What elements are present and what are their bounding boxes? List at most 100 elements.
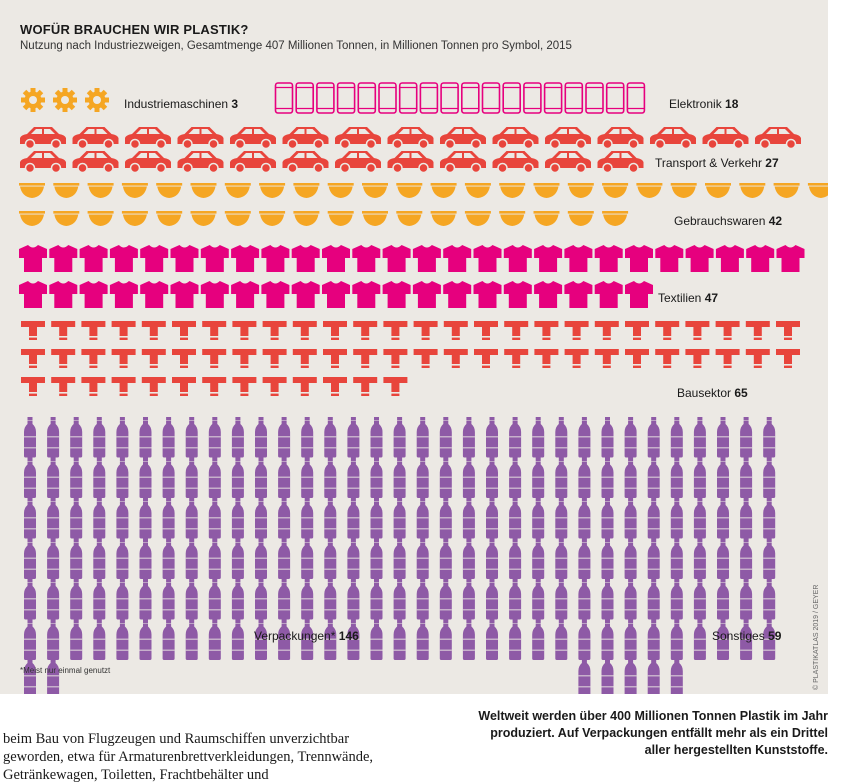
pictograph-chart: Industriemaschinen 3 Elektronik 18 Transpo… — [19, 82, 828, 694]
bottle-icon-sonstiges-42 — [717, 579, 729, 620]
pipe-icon-8 — [260, 320, 289, 340]
bottle-icon-sonstiges-20 — [624, 498, 637, 539]
car-icon-16 — [72, 151, 119, 174]
shirt-icon-31 — [170, 281, 199, 308]
shirt-icon-45 — [594, 281, 623, 308]
bowl-icon-10 — [362, 183, 388, 198]
pipe-icon-3 — [109, 320, 138, 340]
bottle-icon-36 — [301, 457, 314, 498]
bottle-icon-103 — [185, 579, 198, 620]
shirt-icon-26 — [19, 281, 47, 308]
bottle-icon-16 — [393, 417, 406, 458]
bowl-icon-29 — [190, 211, 217, 226]
bowl-icon-35 — [396, 211, 423, 226]
bowl-icon-18 — [636, 183, 663, 198]
bottle-icon-94 — [532, 538, 545, 579]
bottle-icon-5 — [139, 417, 152, 458]
bottle-icon-78 — [162, 538, 175, 579]
pipe-icon-32 — [200, 348, 229, 368]
bottle-icon-sonstiges-56 — [624, 656, 637, 694]
pipe-icon-18 — [562, 320, 591, 340]
bottle-icon-sonstiges-53 — [763, 619, 776, 660]
phone-icon-14 — [564, 82, 584, 114]
pipe-icon-0 — [19, 320, 47, 340]
bottle-icon-57 — [231, 498, 244, 539]
bottle-icon-46 — [532, 457, 545, 498]
bottle-icon-114 — [439, 579, 452, 620]
bottle-icon-sonstiges-9 — [578, 457, 591, 498]
bowl-icon-24 — [19, 211, 45, 226]
bottle-icon-23 — [555, 417, 568, 458]
pipe-icon-59 — [230, 376, 259, 396]
phone-icon-9 — [460, 82, 480, 114]
bottle-icon-139 — [462, 619, 475, 660]
bottle-icon-112 — [393, 579, 406, 620]
bottle-icon-29 — [139, 457, 152, 498]
body-text: beim Bau von Flugzeugen und Raumschiffen… — [3, 731, 374, 783]
bottle-icon-75 — [93, 538, 106, 579]
bottle-icon-1 — [47, 417, 60, 458]
bottle-icon-81 — [231, 538, 244, 579]
bottle-icon-18 — [439, 417, 452, 458]
pipe-icon-15 — [472, 320, 500, 340]
pipe-icon-45 — [592, 348, 621, 368]
bowl-icon-28 — [156, 211, 183, 226]
label-2: Transport & Verkehr 27 — [655, 156, 779, 170]
car-icon-0 — [20, 127, 66, 150]
bowl-icon-2 — [87, 183, 114, 198]
bowl-icon-15 — [533, 183, 560, 198]
shirt-icon-43 — [534, 281, 563, 308]
bottle-icon-82 — [255, 538, 267, 579]
bottle-icon-111 — [370, 579, 383, 620]
bottle-icon-140 — [486, 619, 498, 660]
bottle-icon-106 — [255, 579, 267, 620]
bottle-icon-99 — [93, 579, 106, 620]
bottle-icon-138 — [439, 619, 452, 660]
bottle-icon-95 — [555, 538, 568, 579]
bottle-icon-79 — [185, 538, 198, 579]
pipe-icon-31 — [170, 348, 198, 368]
bottle-icon-66 — [439, 498, 452, 539]
pipe-icon-25 — [774, 320, 802, 340]
bottle-icon-9 — [231, 417, 244, 458]
pipe-icon-26 — [19, 348, 47, 368]
shirt-icon-13 — [412, 245, 441, 272]
car-icon-1 — [72, 127, 119, 150]
shirt-icon-3 — [109, 245, 138, 272]
bottle-icon-0 — [24, 417, 36, 458]
shirt-icon-8 — [261, 245, 290, 272]
chart-subtitle: Nutzung nach Industriezweigen, Gesamtmen… — [20, 40, 572, 52]
bottle-icon-142 — [532, 619, 545, 660]
bottle-icon-107 — [278, 579, 291, 620]
bottle-icon-65 — [416, 498, 429, 539]
bowl-icon-8 — [293, 183, 320, 198]
bottle-icon-sonstiges-18 — [578, 498, 591, 539]
bottle-icon-133 — [324, 619, 337, 660]
phone-icon-4 — [357, 82, 377, 114]
pipe-icon-28 — [79, 348, 108, 368]
bottle-icon-137 — [416, 619, 429, 660]
pipe-icon-21 — [653, 320, 682, 340]
pipe-icon-52 — [19, 376, 47, 396]
bottle-icon-105 — [231, 579, 244, 620]
pipe-icon-58 — [200, 376, 229, 396]
shirt-icon-20 — [625, 245, 653, 272]
shirt-icon-42 — [503, 281, 532, 308]
bottle-icon-144 — [24, 656, 36, 694]
bottle-icon-86 — [347, 538, 360, 579]
bottle-icon-sonstiges-2 — [624, 417, 637, 458]
bottle-icon-sonstiges-35 — [763, 538, 776, 579]
bottle-icon-7 — [185, 417, 198, 458]
bottle-icon-40 — [393, 457, 406, 498]
bowl-icon-12 — [430, 183, 457, 198]
bottle-icon-67 — [462, 498, 475, 539]
bowl-icon-1 — [53, 183, 80, 198]
bottle-icon-118 — [532, 579, 545, 620]
bowl-icon-16 — [567, 183, 594, 198]
bottle-icon-119 — [555, 579, 568, 620]
shirt-icon-41 — [473, 281, 502, 308]
bottle-icon-sonstiges-30 — [647, 538, 660, 579]
gear-icon-1 — [53, 88, 77, 112]
bottle-icon-35 — [278, 457, 291, 498]
label-1: Elektronik 18 — [669, 97, 739, 111]
